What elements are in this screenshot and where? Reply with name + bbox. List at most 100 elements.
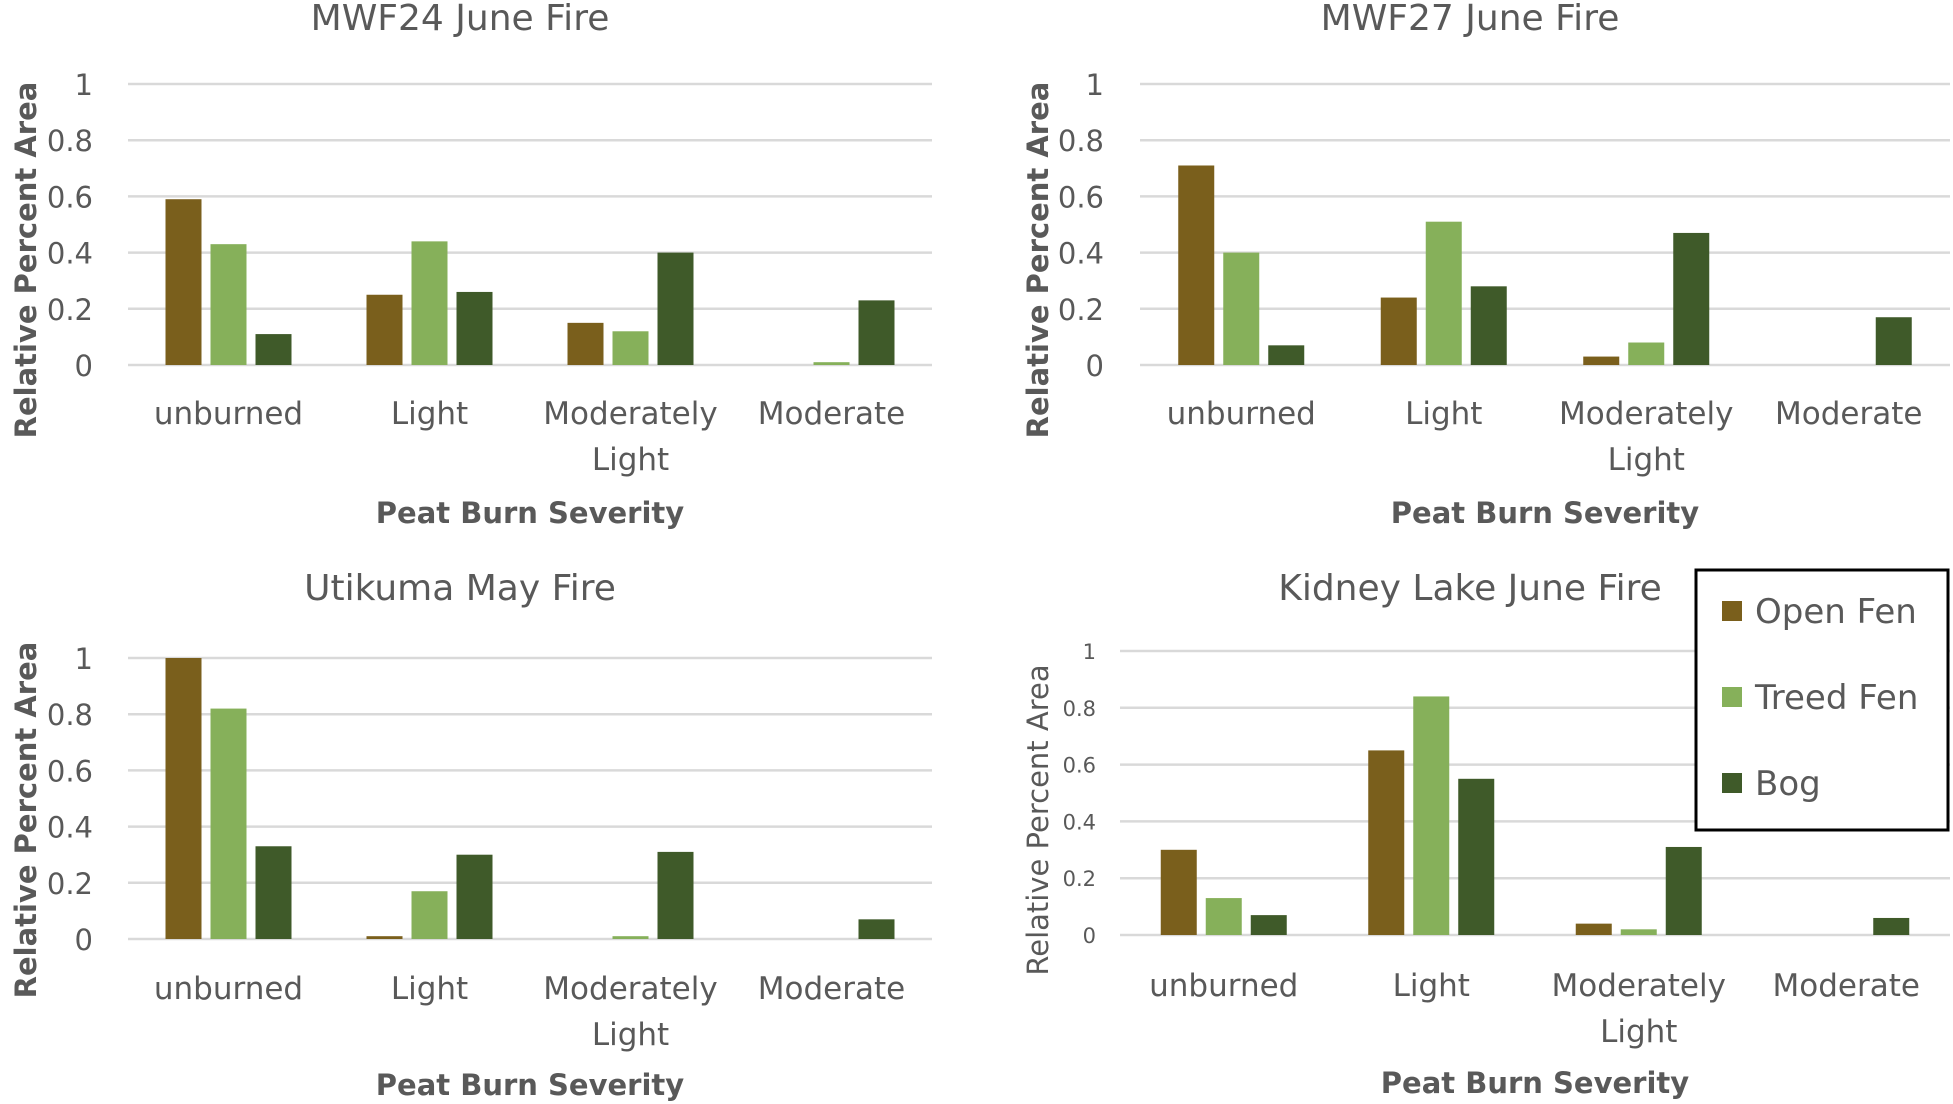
bar xyxy=(1583,356,1620,365)
x-axis-label: Peat Burn Severity xyxy=(376,496,684,530)
bar xyxy=(1873,917,1910,935)
x-category-label: Moderately xyxy=(1552,968,1726,1004)
bar xyxy=(1160,849,1197,935)
x-category-label: unburned xyxy=(1149,968,1298,1004)
bar xyxy=(366,294,403,365)
y-tick-label: 0.6 xyxy=(47,180,93,214)
chart-title: Utikuma May Fire xyxy=(304,568,616,609)
x-axis-label: Peat Burn Severity xyxy=(1381,1066,1689,1100)
bar xyxy=(1620,929,1657,935)
x-category-label: Moderate xyxy=(758,971,905,1007)
y-tick-label: 0.6 xyxy=(47,754,93,788)
y-tick-label: 0 xyxy=(75,923,93,957)
y-tick-label: 0.4 xyxy=(1063,810,1096,834)
x-category-label: Light xyxy=(391,396,468,432)
y-tick-label: 0.8 xyxy=(1063,697,1096,721)
bar xyxy=(165,658,202,939)
bar xyxy=(210,244,247,365)
chart-title: Kidney Lake June Fire xyxy=(1278,568,1662,609)
bar xyxy=(1268,345,1305,365)
bar xyxy=(210,708,247,939)
x-category-label: Moderately xyxy=(543,396,717,432)
bar xyxy=(1380,297,1417,365)
bar xyxy=(1178,165,1215,365)
y-tick-label: 0.6 xyxy=(1063,754,1096,778)
bar xyxy=(1575,923,1612,935)
x-category-label: Light xyxy=(1393,968,1470,1004)
x-category-label: unburned xyxy=(154,396,303,432)
y-tick-label: 1 xyxy=(75,642,93,676)
x-category-label: Light xyxy=(1600,1014,1677,1050)
y-tick-label: 0.8 xyxy=(47,698,93,732)
x-category-label: Moderate xyxy=(1775,396,1922,432)
chart-panel: 0 0.2 0.4 0.6 0.8 1 MWF27 June Fire Relative Pe… xyxy=(1021,0,1950,530)
bar xyxy=(1628,342,1665,365)
bar xyxy=(1413,696,1450,935)
bar xyxy=(456,854,493,939)
x-category-label: Moderately xyxy=(1559,396,1733,432)
y-tick-label: 0 xyxy=(1083,924,1096,948)
y-axis-label: Relative Percent Area xyxy=(1021,82,1055,439)
x-category-label: Moderate xyxy=(1773,968,1920,1004)
chart-title: MWF24 June Fire xyxy=(311,0,610,39)
bar xyxy=(657,252,694,365)
y-tick-label: 0.8 xyxy=(47,124,93,158)
y-tick-label: 0.4 xyxy=(1058,237,1104,271)
bar xyxy=(567,322,604,365)
x-category-label: Light xyxy=(1405,396,1482,432)
y-axis-label: Relative Percent Area xyxy=(1021,664,1055,975)
x-category-label: unburned xyxy=(1167,396,1316,432)
bar xyxy=(255,334,292,365)
bar xyxy=(813,362,850,365)
bar xyxy=(1673,232,1710,365)
y-tick-label: 0.2 xyxy=(47,293,93,327)
x-axis-label: Peat Burn Severity xyxy=(1391,496,1699,530)
bar xyxy=(1205,898,1242,935)
chart-panel: 0 0.2 0.4 0.6 0.8 1 MWF24 June Fire Relative Pe… xyxy=(9,0,932,530)
y-tick-label: 0.2 xyxy=(47,867,93,901)
bar xyxy=(366,936,403,939)
bar xyxy=(1425,221,1462,365)
x-category-label: Light xyxy=(391,971,468,1007)
x-category-label: Light xyxy=(592,1017,669,1053)
x-axis-label: Peat Burn Severity xyxy=(376,1068,684,1102)
x-category-label: unburned xyxy=(154,971,303,1007)
chart-title: MWF27 June Fire xyxy=(1321,0,1620,39)
bar xyxy=(858,919,895,939)
y-tick-label: 0 xyxy=(75,349,93,383)
y-tick-label: 1 xyxy=(1083,640,1096,664)
bar xyxy=(411,241,448,365)
legend-label-bog: Bog xyxy=(1755,764,1821,804)
y-axis-label: Relative Percent Area xyxy=(9,82,43,439)
y-tick-label: 0.2 xyxy=(1058,293,1104,327)
y-tick-label: 0 xyxy=(1086,349,1104,383)
y-tick-label: 0.4 xyxy=(47,811,93,845)
bar xyxy=(1458,778,1495,935)
legend-swatch-bog xyxy=(1722,773,1742,793)
bar xyxy=(1368,750,1405,935)
chart-panels: 0 0.2 0.4 0.6 0.8 1 MWF24 June Fire Relative Pe… xyxy=(9,0,1950,1102)
y-tick-label: 0.8 xyxy=(1058,124,1104,158)
legend: Open Fen Treed Fen Bog xyxy=(1694,568,1950,832)
y-tick-label: 0.4 xyxy=(47,237,93,271)
x-category-label: Moderate xyxy=(758,396,905,432)
x-category-label: Light xyxy=(592,442,669,478)
bar xyxy=(411,891,448,939)
bar xyxy=(1665,846,1702,935)
chart-panel: 0 0.2 0.4 0.6 0.8 1 Utikuma May Fire Relative P… xyxy=(9,568,932,1102)
bar xyxy=(1470,286,1507,365)
x-category-label: Light xyxy=(1608,442,1685,478)
y-tick-label: 1 xyxy=(1086,68,1104,102)
bar xyxy=(612,331,649,365)
legend-label-treed-fen: Treed Fen xyxy=(1754,678,1918,718)
y-tick-label: 1 xyxy=(75,68,93,102)
bar xyxy=(1250,915,1287,935)
legend-swatch-open-fen xyxy=(1722,601,1742,621)
chart-panel: 0 0.2 0.4 0.6 0.8 1 Kidney Lake June Fire Relat… xyxy=(1021,568,1950,1100)
legend-label-open-fen: Open Fen xyxy=(1755,592,1917,632)
y-axis-label: Relative Percent Area xyxy=(9,642,43,999)
y-tick-label: 0.2 xyxy=(1063,867,1096,891)
bar xyxy=(858,300,895,365)
bar xyxy=(1223,252,1260,365)
